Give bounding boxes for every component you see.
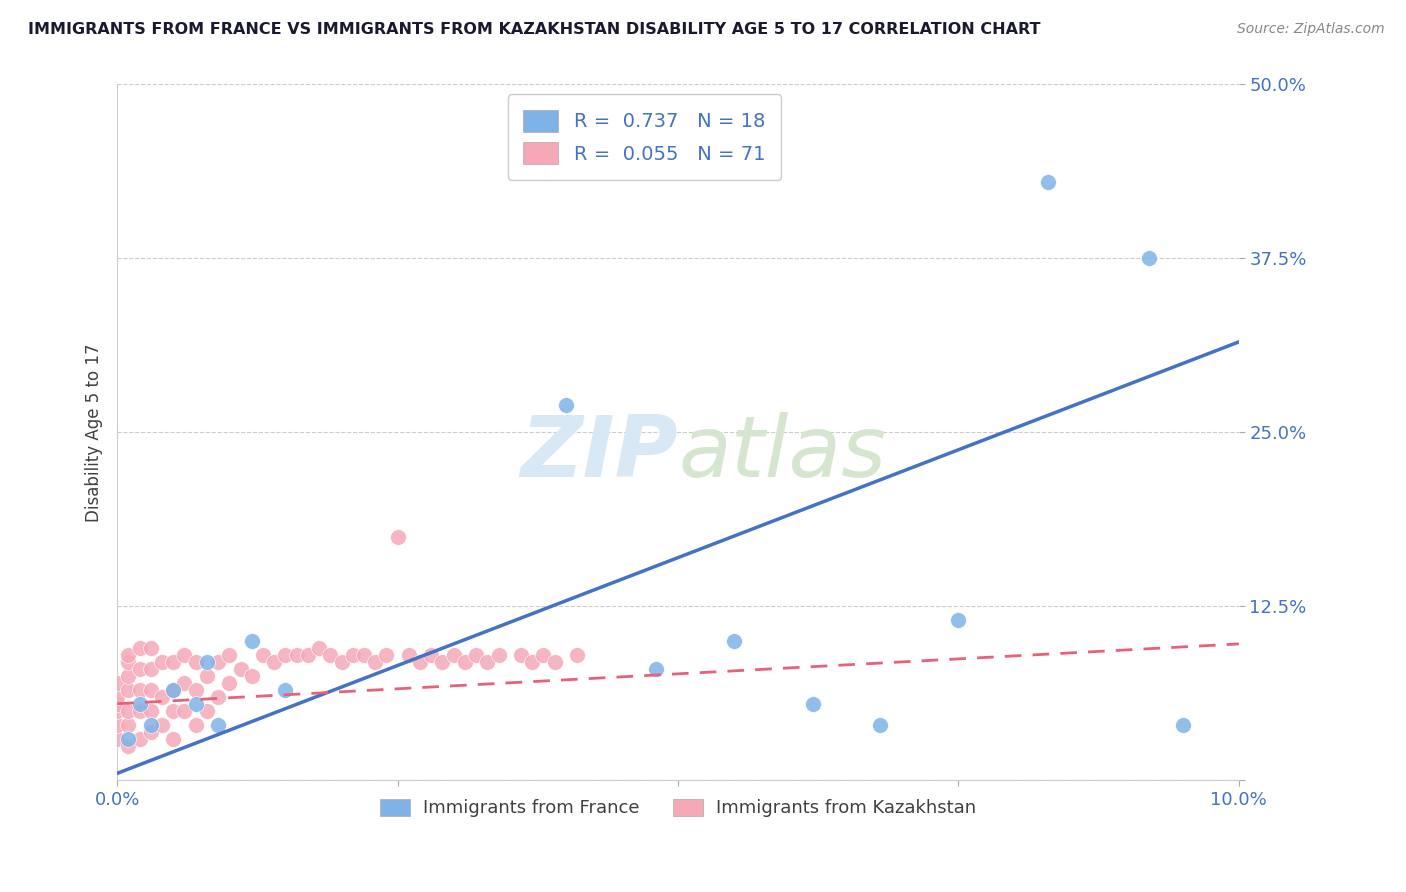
Point (398, 648, 420, 662)
Point (117, 731, 139, 746)
Point (1036, 175, 1059, 189)
Point (510, 648, 533, 662)
Point (1171, 717, 1194, 731)
Point (252, 648, 274, 662)
Point (128, 682, 150, 697)
Point (117, 682, 139, 697)
Point (128, 641, 150, 656)
Text: IMMIGRANTS FROM FRANCE VS IMMIGRANTS FROM KAZAKHSTAN DISABILITY AGE 5 TO 17 CORR: IMMIGRANTS FROM FRANCE VS IMMIGRANTS FRO… (28, 22, 1040, 37)
Point (285, 648, 308, 662)
Point (139, 641, 162, 656)
Point (375, 648, 398, 662)
Point (948, 613, 970, 627)
Legend: Immigrants from France, Immigrants from Kazakhstan: Immigrants from France, Immigrants from … (373, 793, 983, 824)
Point (263, 655, 285, 669)
Point (105, 717, 128, 731)
Point (195, 669, 218, 683)
Point (162, 731, 184, 746)
Point (240, 634, 263, 648)
Point (128, 731, 150, 746)
Point (801, 697, 824, 711)
Point (454, 655, 477, 669)
Point (443, 648, 465, 662)
Y-axis label: Disability Age 5 to 17: Disability Age 5 to 17 (86, 343, 103, 522)
Point (105, 697, 128, 711)
Point (533, 648, 555, 662)
Point (139, 724, 162, 739)
Point (330, 655, 353, 669)
Text: Source: ZipAtlas.com: Source: ZipAtlas.com (1237, 22, 1385, 37)
Point (139, 704, 162, 718)
Point (162, 655, 184, 669)
Point (117, 648, 139, 662)
Text: atlas: atlas (678, 412, 886, 495)
Point (207, 690, 229, 704)
Point (105, 731, 128, 746)
Point (139, 682, 162, 697)
Point (128, 704, 150, 718)
Point (240, 669, 263, 683)
Point (117, 739, 139, 753)
Point (128, 662, 150, 676)
Point (139, 662, 162, 676)
Point (869, 717, 891, 731)
Point (150, 690, 173, 704)
Point (162, 704, 184, 718)
Point (565, 648, 588, 662)
Point (420, 648, 443, 662)
Point (308, 641, 330, 656)
Point (319, 648, 342, 662)
Point (195, 655, 218, 669)
Point (274, 648, 297, 662)
Point (229, 662, 252, 676)
Point (117, 704, 139, 718)
Point (218, 648, 240, 662)
Point (207, 655, 229, 669)
Point (723, 634, 745, 648)
Point (150, 655, 173, 669)
Point (274, 682, 297, 697)
Point (522, 655, 544, 669)
Point (162, 682, 184, 697)
Point (644, 662, 666, 676)
Point (184, 697, 207, 711)
Point (139, 717, 162, 731)
Point (207, 717, 229, 731)
Point (432, 655, 454, 669)
Point (477, 655, 499, 669)
Text: ZIP: ZIP (520, 412, 678, 495)
Point (195, 704, 218, 718)
Point (117, 655, 139, 669)
Point (364, 655, 387, 669)
Point (105, 704, 128, 718)
Point (297, 648, 319, 662)
Point (117, 669, 139, 683)
Point (488, 648, 510, 662)
Point (105, 676, 128, 690)
Point (465, 648, 488, 662)
Point (173, 704, 195, 718)
Point (218, 676, 240, 690)
Point (342, 648, 364, 662)
Point (184, 682, 207, 697)
Point (353, 648, 375, 662)
Point (554, 398, 576, 412)
Point (150, 717, 173, 731)
Point (105, 690, 128, 704)
Point (387, 530, 409, 544)
Point (409, 655, 432, 669)
Point (1137, 252, 1160, 266)
Point (173, 676, 195, 690)
Point (543, 655, 565, 669)
Point (173, 648, 195, 662)
Point (117, 717, 139, 731)
Point (184, 655, 207, 669)
Point (128, 697, 150, 711)
Point (162, 682, 184, 697)
Point (184, 717, 207, 731)
